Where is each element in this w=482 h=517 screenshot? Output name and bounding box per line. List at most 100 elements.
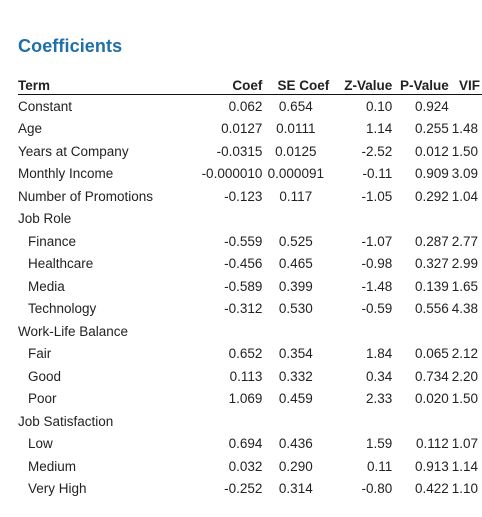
cell-z-value: 1.59: [366, 436, 393, 452]
cell-se-coef: 0.399: [278, 278, 313, 294]
cell-coef: 0.694: [228, 436, 263, 452]
cell-coef: 1.069: [228, 391, 263, 407]
header-row: Term Coef SE Coef Z-Value P-Value VIF: [18, 74, 482, 95]
cell-p-value: 0.020: [414, 391, 449, 407]
cell-se-coef: 0.436: [278, 436, 313, 452]
cell-vif: 1.10: [451, 481, 479, 497]
cell-se-coef: 0.117: [279, 188, 313, 204]
cell-coef: -0.252: [224, 481, 263, 497]
cell-coef: 0.062: [228, 98, 263, 114]
cell-z-value: [329, 410, 392, 433]
table-row: Very High -0.252 0.314 -0.80 0.422 1.10: [18, 478, 482, 501]
cell-vif: 1.14: [451, 458, 479, 474]
cell-z-value: 2.33: [366, 391, 393, 407]
cell-term: Age: [18, 121, 43, 137]
header-term: Term: [18, 74, 181, 95]
cell-z-value: -0.98: [361, 256, 393, 272]
cell-p-value: 0.924: [414, 98, 449, 114]
cell-vif: [449, 95, 482, 118]
cell-term: Job Satisfaction: [18, 413, 114, 429]
cell-term: Technology: [28, 301, 97, 317]
cell-coef: -0.0315: [216, 143, 263, 159]
cell-coef: 0.032: [228, 458, 263, 474]
cell-term: Healthcare: [28, 256, 94, 272]
cell-z-value: [329, 208, 392, 231]
cell-p-value: 0.913: [414, 458, 449, 474]
cell-vif: [449, 320, 482, 343]
cell-p-value: 0.139: [414, 278, 449, 294]
cell-vif: 2.20: [451, 368, 479, 384]
header-vif: VIF: [448, 74, 482, 95]
cell-p-value: [392, 208, 448, 231]
cell-coef: 0.0127: [221, 121, 263, 137]
cell-term: Media: [28, 278, 65, 294]
cell-se-coef: 0.314: [278, 481, 313, 497]
cell-p-value: 0.556: [414, 301, 449, 317]
table-row: Finance -0.559 0.525 -1.07 0.287 2.77: [18, 230, 482, 253]
cell-vif: 1.65: [451, 278, 479, 294]
cell-z-value: -1.48: [361, 278, 393, 294]
cell-term: Poor: [28, 391, 57, 407]
cell-se-coef: 0.332: [278, 368, 313, 384]
cell-p-value: 0.255: [414, 121, 449, 137]
cell-p-value: 0.065: [414, 346, 449, 362]
cell-se-coef: 0.465: [278, 256, 313, 272]
cell-vif: 1.48: [451, 121, 479, 137]
cell-coef: -0.456: [224, 256, 263, 272]
cell-vif: 2.99: [451, 256, 479, 272]
cell-z-value: -0.11: [362, 166, 393, 182]
cell-z-value: -2.52: [361, 143, 393, 159]
cell-coef: -0.000010: [201, 166, 263, 182]
cell-vif: 1.07: [451, 436, 479, 452]
cell-z-value: -1.07: [361, 233, 393, 249]
cell-term: Work-Life Balance: [18, 323, 129, 339]
cell-vif: [449, 208, 482, 231]
cell-se-coef: 0.0125: [275, 143, 317, 159]
table-row: Job Satisfaction: [18, 410, 482, 433]
table-row: Medium 0.032 0.290 0.11 0.913 1.14: [18, 455, 482, 478]
table-row: Poor 1.069 0.459 2.33 0.020 1.50: [18, 388, 482, 411]
cell-coef: [181, 320, 263, 343]
cell-term: Monthly Income: [18, 166, 114, 182]
cell-term: Good: [28, 368, 62, 384]
cell-se-coef: 0.654: [278, 98, 313, 114]
cell-p-value: 0.287: [414, 233, 449, 249]
cell-se-coef: [262, 410, 329, 433]
cell-term: Job Role: [18, 211, 72, 227]
cell-z-value: 0.11: [367, 458, 393, 474]
cell-coef: -0.312: [224, 301, 263, 317]
table-row: Monthly Income -0.000010 0.000091 -0.11 0.90…: [18, 163, 482, 186]
cell-vif: 1.04: [451, 188, 479, 204]
cell-vif: 1.50: [451, 391, 479, 407]
header-se-coef: SE Coef: [262, 74, 330, 95]
section-title: Coefficients: [18, 36, 123, 56]
cell-se-coef: 0.525: [278, 233, 313, 249]
cell-vif: 2.77: [451, 233, 479, 249]
table-row: Job Role: [18, 208, 482, 231]
cell-coef: [181, 208, 263, 231]
table-row: Low 0.694 0.436 1.59 0.112 1.07: [18, 433, 482, 456]
cell-p-value: 0.909: [414, 166, 449, 182]
table-header: Term Coef SE Coef Z-Value P-Value VIF: [18, 74, 482, 95]
cell-vif: 1.50: [451, 143, 479, 159]
header-p-value: P-Value: [392, 74, 449, 95]
cell-p-value: [392, 320, 448, 343]
table-row: Healthcare -0.456 0.465 -0.98 0.327 2.99: [18, 253, 482, 276]
cell-se-coef: 0.459: [278, 391, 313, 407]
cell-vif: 4.38: [451, 301, 479, 317]
cell-p-value: 0.327: [414, 256, 449, 272]
cell-se-coef: 0.354: [278, 346, 313, 362]
cell-term: Constant: [18, 98, 73, 114]
cell-se-coef: 0.0111: [276, 121, 316, 137]
table-row: Constant 0.062 0.654 0.10 0.924: [18, 95, 482, 118]
cell-vif: [449, 410, 482, 433]
table-row: Fair 0.652 0.354 1.84 0.065 2.12: [18, 343, 482, 366]
cell-vif: 2.12: [451, 346, 479, 362]
cell-term: Number of Promotions: [18, 188, 154, 204]
header-coef: Coef: [180, 74, 263, 95]
table-row: Age 0.0127 0.0111 1.14 0.255 1.48: [18, 118, 482, 141]
cell-coef: 0.652: [228, 346, 263, 362]
table-row: Good 0.113 0.332 0.34 0.734 2.20: [18, 365, 482, 388]
table-row: Years at Company -0.0315 0.0125 -2.52 0.012 1…: [18, 140, 482, 163]
cell-se-coef: 0.000091: [267, 166, 324, 182]
